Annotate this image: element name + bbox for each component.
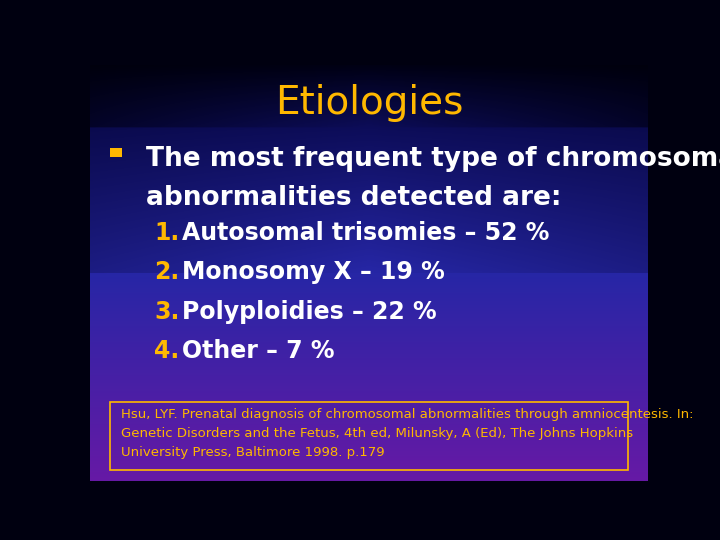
Text: Hsu, LYF. Prenatal diagnosis of chromosomal abnormalities through amniocentesis.: Hsu, LYF. Prenatal diagnosis of chromoso… (121, 408, 693, 459)
Text: 2.: 2. (154, 260, 179, 284)
Text: Other – 7 %: Other – 7 % (182, 339, 335, 363)
Text: Polyploidies – 22 %: Polyploidies – 22 % (182, 300, 437, 323)
Text: Monosomy X – 19 %: Monosomy X – 19 % (182, 260, 445, 284)
Text: Etiologies: Etiologies (275, 84, 463, 122)
Text: 3.: 3. (154, 300, 179, 323)
Bar (109, 147, 122, 157)
Text: The most frequent type of chromosomal: The most frequent type of chromosomal (145, 146, 720, 172)
Text: Autosomal trisomies – 52 %: Autosomal trisomies – 52 % (182, 221, 549, 245)
Text: 1.: 1. (154, 221, 179, 245)
Text: 4.: 4. (154, 339, 179, 363)
Text: abnormalities detected are:: abnormalities detected are: (145, 185, 562, 211)
